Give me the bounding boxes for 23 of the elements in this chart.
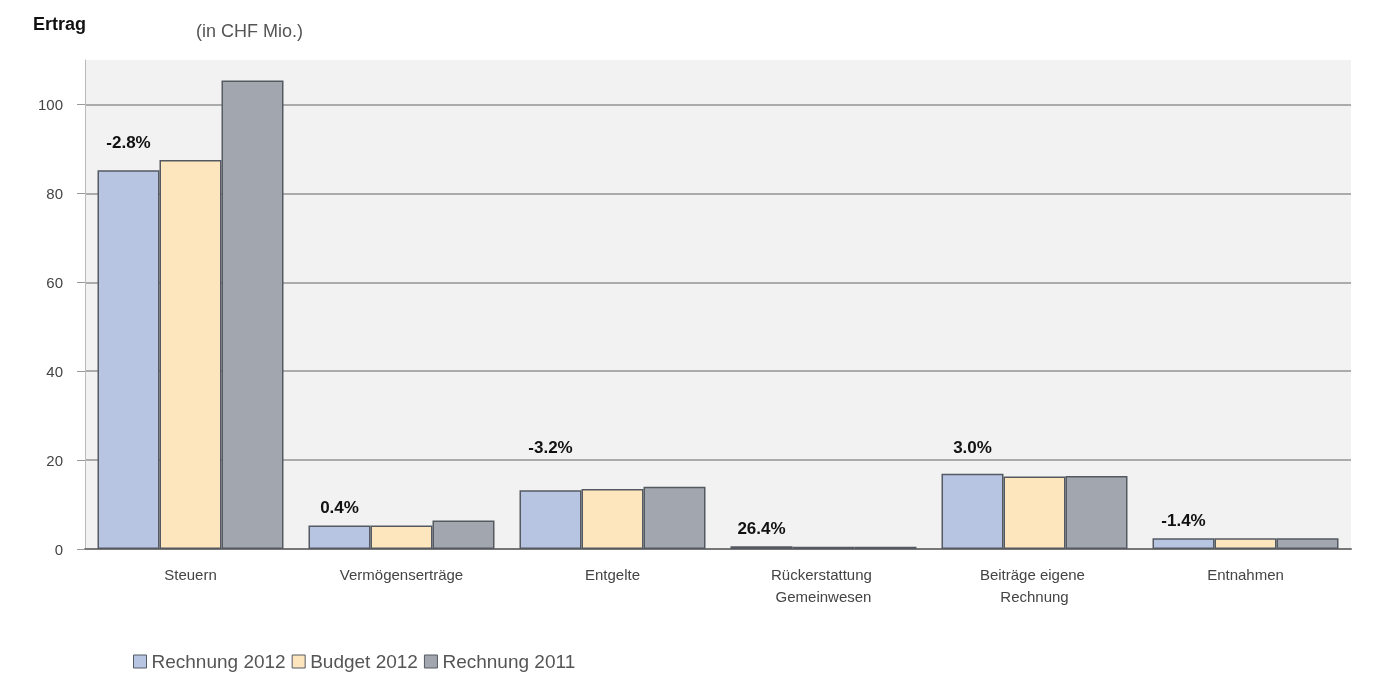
annotation: -2.8% [106, 132, 151, 152]
y-tick-label: 80 [46, 184, 63, 202]
y-tick-label: 0 [54, 540, 63, 558]
annotation: 0.4% [320, 497, 359, 517]
y-tick-label: 100 [37, 95, 63, 113]
y-tick-label: 60 [46, 273, 63, 291]
y-axis-title: (in CHF Mio.) [196, 21, 303, 41]
x-tick-label: Beiträge eigene Rechnung [979, 565, 1090, 605]
legend-label: Rechnung 2012 [151, 651, 286, 672]
x-tick-label: Entnahmen [1207, 565, 1284, 583]
x-tick-label: Entgelte [584, 565, 641, 583]
annotation: 3.0% [953, 437, 992, 457]
x-tick-label: Rückerstattung Gemeinwesen [770, 565, 877, 605]
y-tick-label: 40 [46, 362, 63, 380]
chart-title: Ertrag [33, 14, 87, 34]
x-tick-label: Vermögenserträge [339, 565, 464, 583]
x-tick-label: Steuern [164, 565, 217, 583]
legend-label: Rechnung 2011 [442, 651, 576, 672]
y-tick-label: 20 [46, 451, 63, 469]
annotation: -1.4% [1161, 510, 1206, 530]
annotation: -3.2% [528, 437, 573, 457]
annotation: 26.4% [737, 518, 786, 538]
legend-label: Budget 2012 [310, 651, 418, 672]
